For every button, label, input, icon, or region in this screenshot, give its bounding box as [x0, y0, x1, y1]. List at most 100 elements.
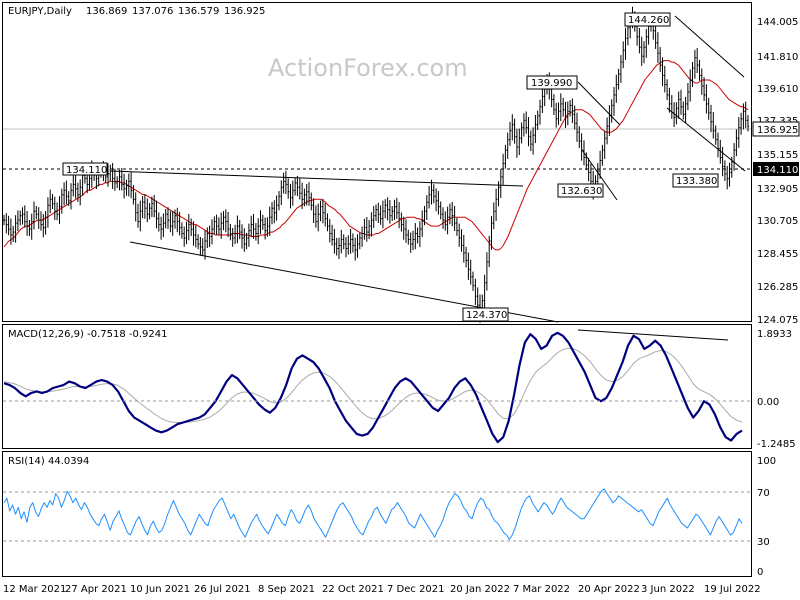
price-bar — [435, 188, 438, 212]
price-bar — [437, 191, 440, 215]
price-bar — [400, 212, 403, 232]
price-bar — [284, 170, 287, 194]
price-bar — [79, 179, 82, 206]
price-bar — [721, 146, 724, 177]
price-bar — [224, 209, 227, 233]
price-panel-frame — [2, 2, 752, 322]
price-bar — [532, 127, 535, 155]
price-bar — [199, 237, 202, 256]
price-bar — [733, 143, 736, 171]
price-bar — [107, 163, 109, 187]
price-bar — [35, 206, 38, 220]
price-bar — [116, 176, 119, 189]
price-tick: 135.155 — [757, 150, 798, 161]
price-bar — [169, 211, 172, 233]
time-tick: 12 Mar 2021 — [3, 584, 66, 595]
price-bar — [16, 210, 19, 231]
annotation-144-260: 144.260 — [624, 12, 671, 27]
price-bar — [261, 214, 264, 230]
price-bar — [700, 68, 703, 95]
price-bar — [312, 198, 315, 223]
trendline-flag-upper — [577, 81, 621, 126]
price-axis: 144.005 141.810 139.610 137.335 135.155 … — [757, 17, 798, 326]
price-bar — [356, 234, 359, 258]
price-bar — [291, 180, 294, 206]
price-bar — [42, 214, 45, 238]
price-bar — [386, 197, 389, 221]
price-bar — [143, 194, 146, 219]
price-tick: 144.005 — [757, 17, 798, 28]
price-bar — [21, 207, 24, 225]
price-bar — [287, 178, 290, 199]
price-bar — [379, 205, 382, 225]
price-bar — [60, 188, 63, 214]
time-tick: 22 Oct 2021 — [322, 584, 384, 595]
price-bar — [391, 206, 394, 221]
price-bar — [735, 129, 738, 157]
price-bar — [599, 150, 602, 179]
price-bar — [515, 128, 518, 158]
price-bar — [407, 229, 410, 245]
price-bar — [201, 238, 204, 257]
price-tick: 124.075 — [757, 315, 798, 326]
price-bar — [321, 198, 324, 224]
price-bar — [127, 173, 130, 197]
macd-tick: -1.2485 — [757, 439, 796, 450]
ohlc-low: 136.579 — [178, 6, 219, 17]
price-bar — [742, 103, 745, 130]
price-bar — [229, 223, 232, 241]
price-bar — [109, 164, 112, 181]
time-tick: 3 Jun 2022 — [641, 584, 695, 595]
time-tick: 19 Jul 2022 — [704, 584, 761, 595]
price-bar — [254, 223, 257, 241]
price-bar — [717, 132, 719, 158]
svg-text:144.260: 144.260 — [628, 15, 669, 26]
macd-main-line — [3, 331, 743, 444]
price-bar — [9, 218, 12, 245]
macd-signal-line — [3, 347, 743, 423]
price-bar — [28, 220, 31, 237]
price-bar — [522, 113, 525, 137]
price-bar — [402, 216, 405, 240]
price-bar — [698, 59, 701, 81]
price-bar — [243, 228, 246, 252]
price-bar — [58, 196, 61, 224]
rsi-tick: 100 — [757, 456, 776, 467]
price-bar — [231, 228, 234, 247]
price-bar — [134, 192, 137, 222]
price-bar — [603, 131, 606, 159]
price-bar — [130, 171, 133, 199]
price-bar — [409, 232, 412, 253]
price-bar — [432, 184, 435, 204]
price-bar — [710, 104, 712, 133]
time-tick: 20 Apr 2022 — [578, 584, 640, 595]
price-bar — [467, 252, 470, 280]
price-bar — [643, 41, 645, 64]
price-bar — [310, 192, 313, 211]
price-bar — [384, 199, 387, 219]
price-bar — [495, 188, 498, 221]
price-bar — [289, 183, 292, 209]
price-bar — [63, 182, 66, 206]
price-bar — [460, 229, 463, 252]
price-bar — [601, 144, 604, 166]
price-bar — [23, 205, 26, 228]
price-bar — [617, 68, 620, 90]
price-bar — [412, 230, 414, 251]
price-bar — [171, 211, 174, 236]
price-bar — [615, 74, 618, 103]
price-bar — [259, 210, 262, 234]
price-bar — [137, 203, 139, 228]
price-bar — [476, 287, 479, 312]
price-bar — [241, 224, 243, 249]
price-bar — [719, 139, 722, 164]
macd-lines — [3, 331, 743, 444]
price-bar — [675, 102, 678, 125]
price-bar — [490, 216, 493, 250]
price-bar — [252, 214, 255, 239]
price-bar — [132, 185, 135, 205]
price-bar — [458, 223, 461, 247]
price-bar — [146, 198, 149, 223]
price-bar — [153, 194, 156, 218]
price-bar — [5, 213, 8, 234]
